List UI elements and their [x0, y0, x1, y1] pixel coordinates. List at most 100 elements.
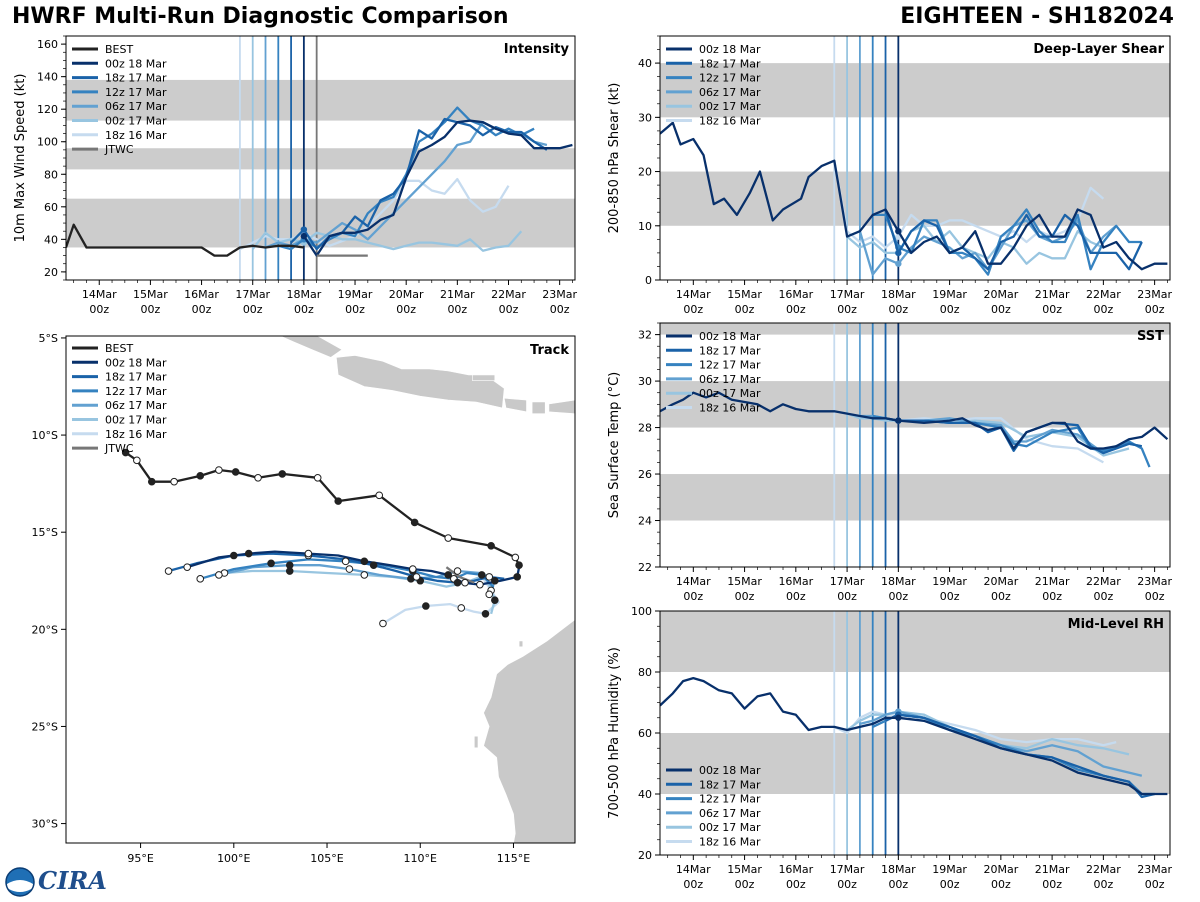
- x-tick-label: 00z: [1093, 303, 1113, 316]
- series-line: [660, 676, 1168, 796]
- y-tick-label: 30°S: [32, 818, 58, 831]
- threshold-band: [660, 63, 1170, 118]
- land-mass: [472, 374, 496, 382]
- track-point: [453, 578, 462, 587]
- y-tick-label: 120: [37, 103, 58, 116]
- x-tick-label: 00z: [243, 303, 263, 316]
- data-point: [895, 260, 902, 267]
- track-point: [164, 567, 173, 575]
- threshold-band: [660, 733, 1170, 794]
- legend-label: 18z 17 Mar: [105, 72, 167, 85]
- legend-label: 18z 16 Mar: [699, 115, 761, 128]
- series-line: [872, 208, 1142, 276]
- plot-area: [66, 36, 575, 280]
- y-tick-label: 100: [631, 605, 652, 618]
- legend-label: 18z 16 Mar: [699, 402, 761, 415]
- plot-area: [660, 36, 1170, 280]
- track-point: [267, 559, 275, 568]
- y-tick-label: 32: [638, 329, 652, 342]
- x-tick-label: 17Mar: [235, 288, 270, 301]
- legend-label: 18z 16 Mar: [105, 129, 167, 142]
- x-tick-label: 16Mar: [184, 288, 219, 301]
- land-mass: [335, 355, 505, 409]
- x-tick-label: 00z: [683, 303, 703, 316]
- x-tick-label: 00z: [991, 303, 1011, 316]
- track-point: [133, 456, 141, 465]
- legend-label: 00z 17 Mar: [105, 414, 167, 427]
- track-point: [410, 518, 419, 527]
- track-point: [444, 571, 453, 579]
- threshold-band: [66, 79, 575, 121]
- threshold-band: [66, 148, 575, 170]
- track-point: [422, 602, 430, 610]
- data-point: [895, 714, 902, 721]
- legend-label: 18z 16 Mar: [105, 428, 167, 441]
- track-point: [457, 604, 466, 612]
- y-tick-label: 25°S: [32, 720, 58, 733]
- track-point: [485, 573, 494, 581]
- x-tick-label: 15Mar: [727, 863, 762, 876]
- y-axis-label: 700-500 hPa Humidity (%): [607, 647, 622, 819]
- series-line: [833, 710, 1117, 747]
- x-tick-label: 00z: [786, 878, 806, 891]
- x-tick-label: 00z: [837, 878, 857, 891]
- x-tick-label: 110°E: [404, 852, 437, 865]
- x-tick-label: 00z: [1093, 590, 1113, 603]
- x-tick-label: 00z: [89, 303, 109, 316]
- y-axis-label: 200-850 hPa Shear (kt): [607, 83, 622, 234]
- panel-title: Deep-Layer Shear: [1033, 42, 1164, 57]
- legend-label: 18z 17 Mar: [699, 344, 761, 357]
- y-tick-label: 10°S: [32, 429, 58, 442]
- legend-label: 12z 17 Mar: [105, 86, 167, 99]
- legend-label: 00z 18 Mar: [699, 764, 761, 777]
- series-line: [884, 209, 1143, 271]
- x-tick-label: 00z: [1042, 590, 1062, 603]
- legend-label: 00z 17 Mar: [699, 821, 761, 834]
- legend-label: 18z 16 Mar: [699, 836, 761, 849]
- track-point: [412, 573, 421, 581]
- y-tick-label: 20: [638, 166, 652, 179]
- track-point: [461, 578, 469, 587]
- x-tick-label: 22Mar: [1086, 288, 1121, 301]
- legend-label: 00z 18 Mar: [699, 330, 761, 343]
- x-tick-label: 115°E: [497, 852, 530, 865]
- x-tick-label: 00z: [940, 590, 960, 603]
- x-tick-label: 17Mar: [830, 575, 865, 588]
- legend-label: 06z 17 Mar: [105, 100, 167, 113]
- x-tick-label: 00z: [735, 878, 755, 891]
- track-point: [477, 571, 486, 579]
- legend-label: 12z 17 Mar: [699, 359, 761, 372]
- y-tick-label: 140: [37, 71, 58, 84]
- panel-title: Mid-Level RH: [1068, 617, 1164, 632]
- land-mass: [280, 336, 343, 358]
- x-tick-label: 15Mar: [727, 575, 762, 588]
- track-point: [487, 541, 495, 550]
- x-tick-label: 00z: [991, 878, 1011, 891]
- y-tick-label: 30: [638, 375, 652, 388]
- legend-label: 06z 17 Mar: [699, 86, 761, 99]
- x-tick-label: 14Mar: [676, 575, 711, 588]
- y-tick-label: 20: [638, 849, 652, 862]
- land-mass: [483, 619, 575, 843]
- track-point: [369, 561, 378, 570]
- track-point: [215, 466, 223, 474]
- track-point: [278, 470, 287, 478]
- panel-shear: 0 10 20 30 40 14Mar 00z 15Mar 00z 16Mar 00z 17Mar 00…: [607, 35, 1172, 316]
- series-line: [302, 119, 573, 257]
- track-point: [231, 468, 240, 476]
- track-point: [196, 472, 205, 480]
- legend-label: 00z 18 Mar: [105, 57, 167, 70]
- y-tick-label: 15°S: [32, 526, 58, 539]
- track-point: [285, 561, 294, 570]
- track-point: [360, 571, 369, 579]
- track-point: [230, 551, 238, 560]
- x-tick-label: 00z: [786, 590, 806, 603]
- y-tick-label: 40: [638, 57, 652, 70]
- land-mass: [531, 401, 546, 415]
- x-tick-label: 00z: [294, 303, 314, 316]
- series-line: [660, 391, 1169, 450]
- y-axis-label: 10m Max Wind Speed (kt): [13, 74, 28, 243]
- series-line: [251, 230, 523, 252]
- data-point: [895, 249, 902, 257]
